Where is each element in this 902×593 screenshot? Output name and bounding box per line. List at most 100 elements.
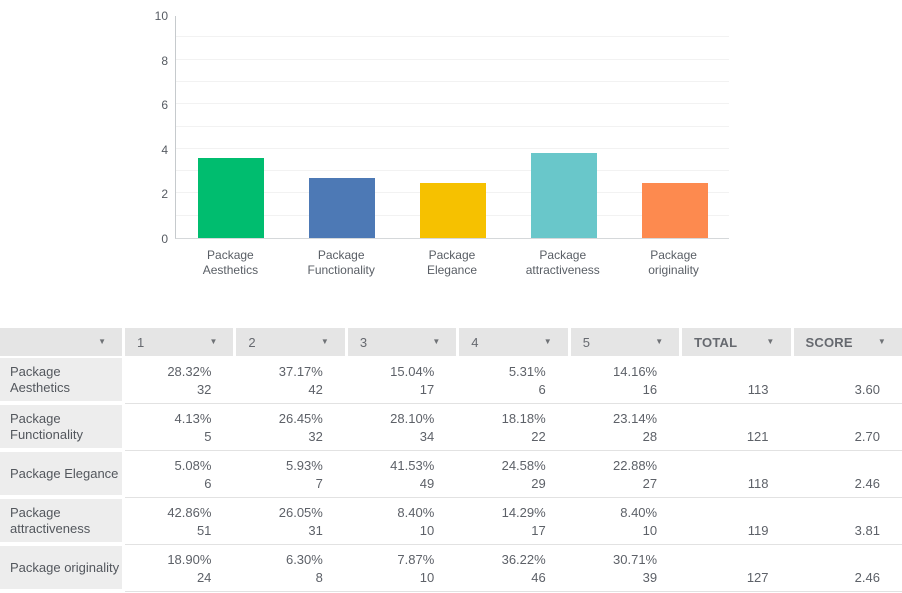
percent-value: 28.10% [390,411,435,426]
answer-cell: 14.16% 16 [571,358,679,403]
table-row: Package Elegance 5.08% 6 5.93% 7 41.53% 49 24.5… [0,452,902,499]
percent-value: 14.16% [613,364,658,379]
column-header-1[interactable]: 1 ▼ [125,328,234,356]
answer-cell: 8.40% 10 [571,499,679,544]
row-label: Package Functionality [0,405,122,448]
percent-value: 15.04% [390,364,435,379]
answer-cell: 22.88% 27 [571,452,679,497]
row-cells: 4.13% 5 26.45% 32 28.10% 34 18.18% 22 23.14% 28 1… [125,405,902,451]
score-cell-value: 2.70 [854,429,880,444]
answer-cell: 8.40% 10 [348,499,456,544]
percent-value: 6.30% [285,552,323,567]
sort-dropdown-icon[interactable]: ▼ [98,337,106,346]
sort-dropdown-icon[interactable]: ▼ [432,337,441,346]
table-row: Package attractiveness 42.86% 51 26.05% 31 8.… [0,499,902,546]
answer-cell: 7.87% 10 [348,546,456,591]
total-cell-value: 113 [747,382,769,397]
answer-cell: 41.53% 49 [348,452,456,497]
column-header-label: 3 [359,334,368,350]
sort-dropdown-icon[interactable]: ▼ [877,337,886,346]
count-value: 5 [204,429,212,444]
percent-value: 14.29% [501,505,546,520]
bar-2 [309,177,376,238]
gridline [176,125,729,127]
score-cell-value: 3.60 [854,382,880,397]
category-label-text: Package Functionality [307,248,375,277]
category-label-text: Package Aesthetics [202,248,259,277]
column-header-label: 1 [137,334,145,350]
row-label: Package Elegance [0,452,122,495]
percent-value: 18.18% [501,411,546,426]
count-value: 7 [315,476,323,491]
count-value: 10 [642,523,658,538]
row-label: Package originality [0,546,122,589]
total-cell-value: 121 [746,429,769,444]
spacer [794,504,880,522]
column-header-4[interactable]: 4 ▼ [459,328,568,356]
count-value: 46 [531,570,546,585]
sort-dropdown-icon[interactable]: ▼ [655,337,664,346]
total-cell: 113 [682,358,790,403]
row-cells: 42.86% 51 26.05% 31 8.40% 10 14.29% 17 8.40% 10 1… [125,499,902,545]
answer-cell: 15.04% 17 [348,358,456,403]
count-value: 49 [419,476,435,491]
bar-4 [530,153,597,238]
total-cell-value: 118 [747,476,769,491]
score-cell-value: 2.46 [854,570,880,585]
column-header-label: TOTAL [694,334,738,350]
count-value: 6 [538,382,546,397]
table-row: Package Functionality 4.13% 5 26.45% 32 28.10… [0,405,902,452]
column-header-5[interactable]: 5 ▼ [570,328,680,356]
spacer [794,551,880,569]
y-tick-label: 4 [161,142,168,157]
row-cells: 18.90% 24 6.30% 8 7.87% 10 36.22% 46 30.71% 39 12… [125,546,902,592]
table-header-row: ▼ 1 ▼ 2 ▼ 3 ▼ 4 ▼ 5 ▼ TOTAL ▼ SCORE ▼ [0,328,902,356]
count-value: 29 [531,476,546,491]
bar-chart: Package Aesthetics Package Functionality P… [155,9,729,278]
percent-value: 22.88% [613,458,658,473]
percent-value: 36.22% [501,552,546,567]
gridline [176,147,729,149]
percent-value: 41.53% [390,458,435,473]
percent-value: 24.58% [501,458,546,473]
percent-value: 23.14% [613,411,658,426]
sort-dropdown-icon[interactable]: ▼ [209,337,218,346]
answer-cell: 24.58% 29 [459,452,567,497]
percent-value: 5.31% [508,364,546,379]
bar-5 [641,183,708,238]
percent-value: 8.40% [620,505,658,520]
row-cells: 5.08% 6 5.93% 7 41.53% 49 24.58% 29 22.88% 27 118… [125,452,902,498]
percent-value: 5.08% [174,458,212,473]
column-header-label: 5 [582,334,590,350]
sort-dropdown-icon[interactable]: ▼ [766,337,775,346]
total-cell: 119 [682,499,790,544]
count-value: 32 [196,382,212,397]
percent-value: 5.93% [285,458,323,473]
row-cells: 28.32% 32 37.17% 42 15.04% 17 5.31% 6 14.16% 16 1… [125,358,902,404]
count-value: 24 [196,570,212,585]
sort-dropdown-icon[interactable]: ▼ [543,337,552,346]
spacer [794,457,880,475]
column-header-row-label[interactable]: ▼ [0,328,122,356]
column-header-score[interactable]: SCORE ▼ [793,328,902,356]
bar-1 [198,157,265,238]
count-value: 32 [308,429,323,444]
column-header-3[interactable]: 3 ▼ [347,328,457,356]
spacer [682,457,768,475]
answer-cell: 26.45% 32 [236,405,344,450]
answer-cell: 37.17% 42 [236,358,344,403]
count-value: 28 [642,429,658,444]
count-value: 22 [531,429,546,444]
column-header-label: 4 [471,334,479,350]
count-value: 16 [642,382,658,397]
column-header-total[interactable]: TOTAL ▼ [682,328,791,356]
gridline [176,80,729,82]
y-tick-label: 6 [161,98,168,113]
score-cell: 2.70 [794,405,902,450]
column-header-2[interactable]: 2 ▼ [236,328,345,356]
sort-dropdown-icon[interactable]: ▼ [320,337,329,346]
category-label: Package Functionality [286,248,397,278]
count-value: 10 [419,570,435,585]
x-axis-labels: Package Aesthetics Package Functionality P… [175,248,729,278]
